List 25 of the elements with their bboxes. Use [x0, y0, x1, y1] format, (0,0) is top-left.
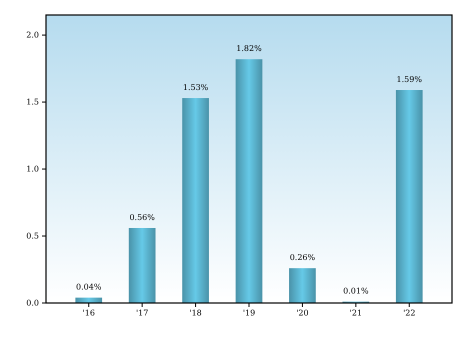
data-label: 0.01%: [343, 286, 369, 296]
y-tick-label: 0.5: [26, 232, 39, 241]
y-tick-label: 1.0: [26, 164, 39, 174]
x-tick-label: '22: [403, 308, 416, 318]
y-tick-label: 2.0: [26, 30, 39, 40]
data-label: 1.82%: [236, 44, 262, 54]
y-tick-label: 0.0: [26, 298, 39, 308]
x-tick-label: '18: [189, 308, 202, 318]
bar: [236, 59, 262, 303]
bar: [75, 298, 102, 303]
x-tick-label: '19: [242, 308, 256, 318]
data-label: 1.53%: [182, 83, 209, 92]
y-tick-label: 1.5: [26, 98, 39, 107]
x-tick-label: '20: [296, 308, 309, 318]
bar: [396, 90, 423, 303]
bar: [182, 98, 209, 303]
x-tick-label: '16: [82, 308, 95, 318]
data-label: 0.26%: [290, 253, 316, 262]
x-tick-label: '17: [136, 308, 148, 318]
bar: [289, 268, 316, 303]
x-tick-label: '21: [350, 308, 362, 318]
data-label: 0.04%: [76, 282, 102, 292]
data-label: 0.56%: [129, 212, 156, 222]
data-label: 1.59%: [396, 75, 422, 84]
bar: [128, 228, 156, 303]
